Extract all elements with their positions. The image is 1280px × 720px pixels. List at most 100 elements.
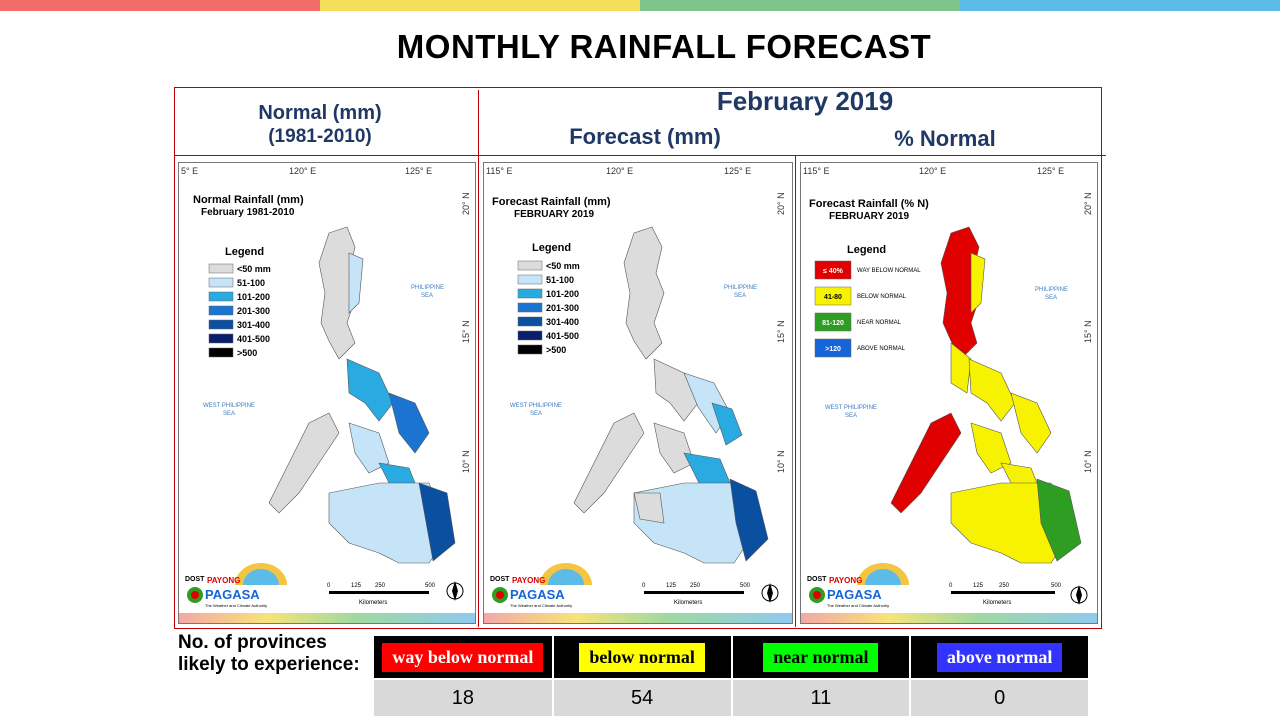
legend-swatch (814, 286, 852, 306)
legend-title: Legend (847, 244, 886, 256)
sea-label: WEST PHILIPPINE (203, 403, 255, 409)
scale-tick: 250 (375, 583, 386, 589)
map-subtitle: FEBRUARY 2019 (829, 211, 909, 222)
lat-label: 20° N (461, 192, 471, 215)
legend-swatch-label: >120 (825, 346, 841, 353)
legend-swatch (208, 305, 234, 316)
legend-label: 201-300 (546, 303, 579, 313)
scale-tick: 125 (973, 583, 984, 589)
map-subtitle: February 1981-2010 (201, 207, 295, 218)
legend-label: >500 (546, 345, 566, 355)
map-title: Forecast Rainfall (% N) (809, 198, 929, 210)
north-arrow-icon (1070, 585, 1088, 605)
lat-label: 10° N (776, 450, 786, 473)
forecast-map-svg: 115° E 120° E 125° E 20° N 15° N 10° N F… (484, 166, 792, 623)
scale-tick: 0 (327, 583, 331, 589)
legend-label: ABOVE NORMAL (857, 346, 906, 352)
forecast-heading: Forecast (mm) (569, 124, 721, 149)
legend-label: 401-500 (546, 331, 579, 341)
logo-payong: PAYONG (512, 576, 545, 585)
scale-tick: 500 (1051, 583, 1062, 589)
legend-label: 51-100 (237, 278, 265, 288)
header-divider (174, 155, 1106, 156)
category-near-normal: near normal (763, 642, 879, 672)
legend: <50 mm 51-100 101-200 201-300 301-400 40… (208, 263, 271, 358)
north-arrow-icon (761, 583, 779, 603)
sea-label: WEST PHILIPPINE (510, 403, 562, 409)
scale-unit: Kilometers (674, 600, 702, 606)
legend-label: 301-400 (546, 317, 579, 327)
scale-tick: 250 (999, 583, 1010, 589)
lat-label: 15° N (776, 320, 786, 343)
lon-label: 115° E (486, 166, 512, 176)
north-arrow-icon (446, 581, 464, 601)
page-title: MONTHLY RAINFALL FORECAST (396, 28, 932, 65)
legend-label: 101-200 (237, 292, 270, 302)
lon-label: 5° E (181, 166, 198, 176)
legend-swatch (517, 302, 543, 313)
provinces-table: way below normal below normal near norma… (374, 636, 1090, 716)
sea-label: SEA (223, 411, 235, 417)
rainbow-strip (484, 613, 792, 623)
legend-title: Legend (225, 246, 264, 258)
normal-period: (1981-2010) (268, 126, 372, 147)
philippines-islands (268, 226, 456, 564)
top-bar-yellow (320, 0, 640, 11)
forecast-rainfall-map: 115° E 120° E 125° E 20° N 15° N 10° N F… (483, 162, 793, 624)
lon-label: 125° E (1037, 166, 1064, 176)
top-bar-green (640, 0, 960, 11)
legend-swatch (517, 344, 543, 355)
column-divider-1 (478, 90, 479, 627)
sea-label: SEA (421, 293, 433, 299)
legend-label: BELOW NORMAL (857, 294, 907, 300)
scale-tick: 500 (425, 583, 436, 589)
legend-label: 401-500 (237, 334, 270, 344)
lat-label: 15° N (461, 320, 471, 343)
logo-payong: PAYONG (207, 576, 240, 585)
scale-tick: 0 (642, 583, 646, 589)
category-above-normal: above normal (936, 642, 1063, 672)
category-way-below-normal: way below normal (382, 642, 544, 672)
legend-swatch-label: ≤ 40% (823, 268, 844, 275)
legend-swatch (208, 277, 234, 288)
percent-heading: % Normal (894, 126, 996, 151)
count-above-normal: 0 (910, 678, 1090, 716)
legend-swatch-label: 41-80 (824, 294, 842, 301)
pagasa-logo: DOST PAYONG PAGASA The Weather and Clima… (807, 563, 909, 608)
lat-label: 10° N (1083, 450, 1093, 473)
legend-label: <50 mm (237, 264, 271, 274)
logo-name: PAGASA (827, 587, 882, 602)
top-bar-red (0, 0, 320, 11)
top-bar-blue (960, 0, 1280, 11)
logo-payong: PAYONG (829, 576, 862, 585)
percent-map-svg: 115° E 120° E 125° E 20° N 15° N 10° N F… (801, 166, 1097, 623)
sea-label: SEA (734, 293, 746, 299)
header-frame (174, 87, 1102, 629)
logo-name: PAGASA (205, 587, 260, 602)
sea-label: SEA (1045, 295, 1057, 301)
sea-label: PHILIPPINE (1035, 287, 1068, 293)
legend-label: WAY BELOW NORMAL (857, 268, 921, 274)
legend-swatch (517, 330, 543, 341)
legend-title: Legend (532, 242, 571, 254)
category-cell: near normal (731, 636, 912, 679)
philippines-islands (573, 226, 769, 564)
lon-label: 120° E (606, 166, 633, 176)
map-title: Forecast Rainfall (mm) (492, 196, 611, 208)
legend-label: <50 mm (546, 261, 580, 271)
legend-swatch (517, 288, 543, 299)
legend-swatch (208, 319, 234, 330)
lat-label: 20° N (776, 192, 786, 215)
legend-swatch (517, 260, 543, 271)
legend-label: >500 (237, 348, 257, 358)
legend-swatch-label: 81-120 (822, 320, 844, 327)
scale-tick: 250 (690, 583, 701, 589)
lon-label: 120° E (289, 166, 316, 176)
map-title: Normal Rainfall (mm) (193, 194, 304, 206)
legend-label: 51-100 (546, 275, 574, 285)
legend-swatch (814, 260, 852, 280)
logo-tagline: The Weather and Climate Authority (827, 603, 889, 608)
pagasa-logo: DOST PAYONG PAGASA The Weather and Clima… (490, 563, 592, 608)
scale-bar: 0 125 250 500 Kilometers (327, 583, 436, 606)
lat-label: 15° N (1083, 320, 1093, 343)
